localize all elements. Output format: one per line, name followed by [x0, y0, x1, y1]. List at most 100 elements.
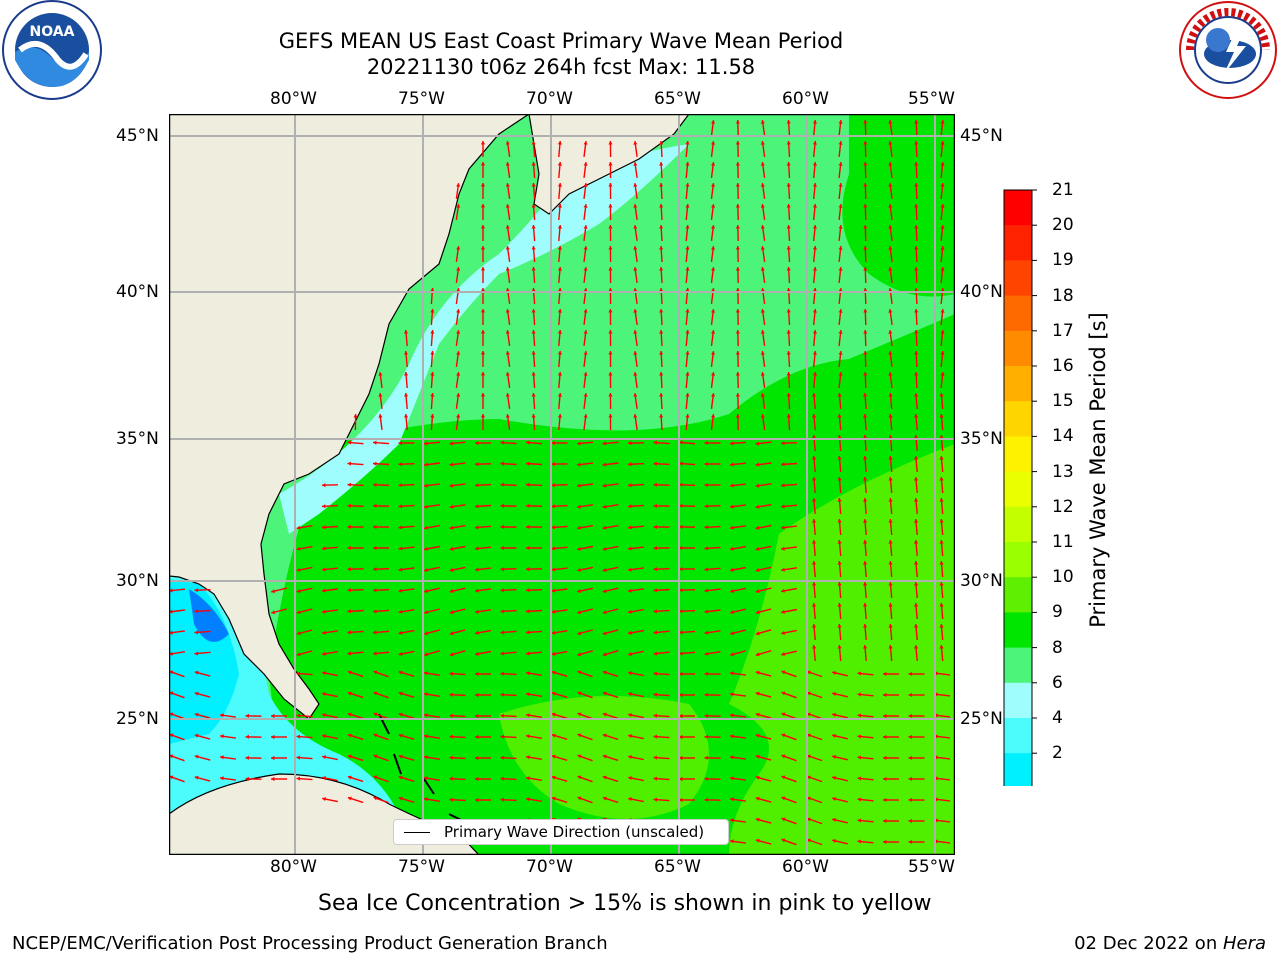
wave-arrow-head: [602, 712, 607, 717]
wave-arrow-head: [608, 372, 613, 376]
wave-arrow-head: [220, 776, 224, 781]
wave-arrow-head: [500, 713, 504, 718]
wave-arrow-head: [505, 225, 510, 229]
wave-arrow-head: [347, 733, 352, 738]
wave-arrow-head: [832, 692, 836, 696]
wave-arrow-head: [628, 462, 632, 467]
wave-arrow-head: [531, 393, 536, 397]
wave-arrow-head: [398, 630, 403, 635]
wave-arrow-head: [940, 351, 945, 355]
wave-arrow-head: [786, 225, 791, 229]
wave-arrow-head: [857, 839, 862, 844]
wave-arrow-head: [608, 309, 613, 313]
colorbar-label: Primary Wave Mean Period [s]: [1086, 312, 1110, 628]
wave-arrow-head: [608, 393, 613, 397]
wave-arrow-head: [398, 733, 403, 738]
wave-arrow-head: [526, 651, 530, 656]
wave-arrow-head: [398, 796, 403, 801]
colorbar-tick-label: 18: [1052, 285, 1074, 306]
wave-arrow-head: [685, 372, 690, 376]
wave-arrow-head: [659, 351, 664, 355]
wave-arrow-head: [914, 393, 919, 397]
colorbar-tick-label: 17: [1052, 320, 1074, 341]
wave-arrow-head: [781, 733, 786, 738]
wave-arrow-head: [551, 462, 555, 467]
wave-arrow-head: [914, 204, 919, 208]
period-4-6-gulf: [169, 579, 239, 744]
wave-arrow-head: [194, 775, 199, 780]
wave-arrow-head: [480, 141, 486, 145]
wave-arrow-head: [577, 631, 582, 636]
wave-arrow-head: [730, 671, 734, 676]
wave-arrow-head: [449, 734, 453, 739]
wave-arrow-head: [169, 754, 174, 759]
colorbar-segment: [1004, 612, 1032, 649]
lon-tick-bottom-80w: 80°W: [270, 857, 317, 877]
wave-arrow-head: [220, 755, 224, 760]
wave-arrow-head: [531, 141, 536, 145]
wave-arrow-head: [832, 839, 836, 843]
wave-arrow-head: [685, 141, 690, 145]
wave-arrow-head: [449, 776, 453, 781]
wave-arrow-head: [883, 797, 887, 802]
wave-arrow-head: [711, 162, 716, 166]
wave-arrow-head: [169, 733, 174, 738]
wave-arrow-head: [194, 588, 198, 593]
wave-arrow-head: [500, 755, 504, 760]
wave-arrow-head: [863, 540, 868, 544]
wave-arrow-head: [863, 582, 868, 586]
wave-arrow-head: [628, 651, 632, 656]
wave-arrow-head: [704, 567, 709, 572]
wave-arrow-head: [475, 734, 479, 740]
wave-arrow-head: [557, 204, 562, 208]
wave-arrow-head: [475, 609, 479, 614]
wave-arrow-head: [760, 351, 765, 355]
wave-arrow-head: [557, 267, 562, 271]
wave-arrow-head: [424, 483, 428, 488]
wave-arrow-head: [608, 246, 613, 250]
wave-arrow-head: [888, 183, 893, 187]
period-11-12-region-east: [729, 444, 955, 855]
wave-arrow-head: [526, 546, 530, 551]
wave-arrow-head: [730, 588, 734, 593]
wave-arrow-head: [551, 712, 556, 717]
wave-arrow-head: [583, 183, 588, 187]
wave-arrow-head: [711, 267, 716, 271]
wave-arrow-head: [577, 733, 582, 738]
wave-arrow-head: [812, 477, 817, 481]
wave-arrow-head: [659, 267, 664, 271]
wave-arrow-head: [653, 567, 657, 572]
wave-arrow-head: [475, 588, 479, 593]
wave-arrow-head: [863, 183, 868, 187]
wave-arrow-head: [347, 670, 352, 675]
wave-arrow-head: [475, 462, 479, 467]
wave-arrow-head: [653, 461, 657, 466]
wave-arrow-head: [914, 519, 919, 523]
wave-arrow-head: [628, 567, 632, 572]
wave-arrow-head: [577, 691, 582, 696]
wave-arrow-head: [449, 755, 453, 760]
wave-arrow-head: [577, 712, 582, 717]
wave-arrow-head: [551, 525, 556, 530]
footer-host: Hera: [1222, 933, 1266, 954]
wave-arrow-head: [505, 288, 510, 292]
wave-arrow-head: [730, 546, 734, 551]
wave-arrow-head: [786, 204, 791, 208]
wave-arrow-head: [456, 204, 461, 208]
wave-arrow-head: [480, 351, 486, 355]
wave-arrow-head: [781, 462, 785, 467]
wave-arrow-head: [347, 712, 352, 717]
wave-arrow-head: [373, 712, 378, 717]
land-nova-scotia: [528, 114, 690, 215]
wave-arrow-head: [602, 691, 607, 696]
wave-arrow-head: [347, 775, 352, 780]
lat-tick-right-35n: 35°N: [960, 429, 1003, 449]
wave-arrow-head: [551, 588, 556, 593]
wave-arrow-head: [296, 631, 301, 636]
wave-arrow-head: [659, 414, 664, 418]
wave-arrow-head: [398, 609, 403, 614]
wave-arrow-head: [531, 288, 536, 292]
lat-tick-left-25n: 25°N: [116, 709, 159, 729]
wave-arrow-head: [322, 483, 326, 488]
wave-arrow-head: [608, 267, 613, 271]
